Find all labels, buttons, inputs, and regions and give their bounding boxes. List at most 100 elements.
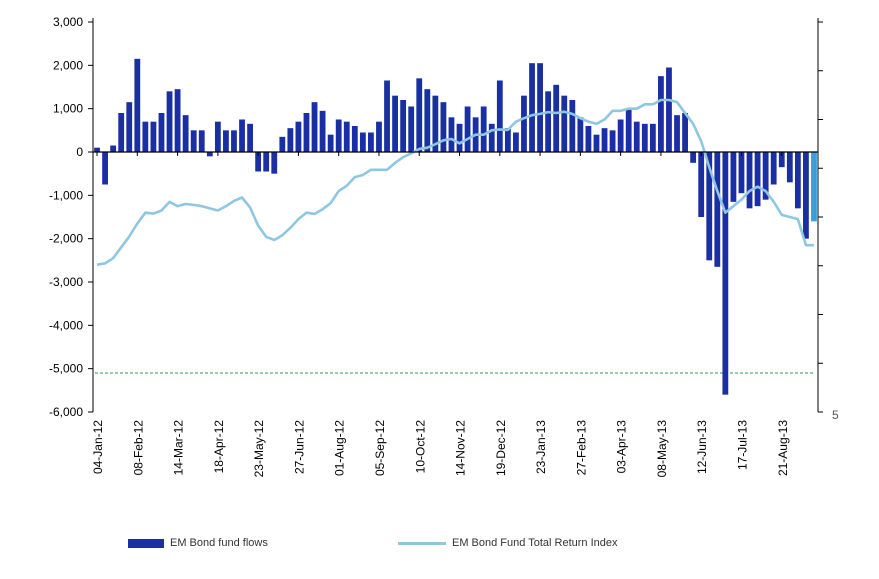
x-tick-label: 23-May-12 (252, 420, 266, 478)
flow-bar (577, 117, 584, 152)
flow-bar (247, 123, 253, 152)
flow-bar (811, 152, 817, 222)
flow-bar (641, 123, 648, 152)
x-tick-label: 08-Feb-12 (131, 420, 145, 476)
flow-bar (601, 128, 608, 152)
flow-bar (617, 119, 624, 152)
x-tick-label: 14-Mar-12 (172, 420, 186, 476)
legend-index-swatch (398, 541, 446, 545)
flow-bar (214, 121, 221, 152)
flow-bar (593, 134, 600, 152)
x-tick-label: 03-Apr-13 (615, 420, 629, 474)
flow-bar (585, 126, 592, 152)
x-tick-label: 10-Oct-12 (413, 420, 427, 474)
y-tick-label: -6,000 (49, 405, 83, 419)
flow-bar (279, 136, 286, 152)
flow-bar (690, 152, 697, 163)
flow-bar (303, 113, 310, 152)
flow-bar (327, 134, 334, 152)
y-tick-label: -5,000 (49, 362, 83, 376)
x-tick-label: 08-May-13 (655, 420, 669, 478)
flow-bar (488, 123, 495, 152)
flow-bar (464, 106, 471, 152)
flow-bar (110, 145, 117, 152)
flow-bar (496, 80, 503, 152)
flow-bar (537, 63, 543, 152)
x-tick-label: 27-Jun-12 (292, 420, 306, 474)
flow-bar (392, 95, 398, 152)
flow-bar (190, 130, 197, 152)
flow-bar (239, 119, 245, 152)
flow-bar (730, 152, 737, 202)
flow-bar (746, 152, 753, 209)
y-tick-label: -3,000 (49, 275, 83, 289)
x-tick-label: 14-Nov-12 (454, 420, 468, 476)
flow-bar (513, 132, 519, 152)
legend-index: EM Bond Fund Total Return Index (398, 533, 618, 553)
flow-bar (368, 132, 374, 152)
flow-bar (714, 152, 721, 267)
flow-bar (754, 152, 761, 207)
flow-bar (311, 102, 318, 152)
flow-bar (416, 78, 423, 152)
flow-bar (658, 76, 664, 152)
flow-bar (351, 126, 358, 152)
flow-bar (698, 152, 705, 217)
flow-bar (786, 152, 793, 183)
flow-bar (770, 152, 777, 185)
flow-bar (666, 67, 672, 152)
y-tick-label: 1,000 (53, 102, 83, 116)
flow-bar (408, 106, 415, 152)
flow-bar (504, 128, 511, 152)
flow-bar (223, 130, 229, 152)
flow-bar (448, 117, 455, 152)
y-tick-label: -2,000 (49, 232, 83, 246)
x-tick-label: 19-Dec-12 (494, 420, 508, 476)
flow-bar (102, 152, 108, 185)
flow-bar (682, 113, 688, 152)
flow-bar (633, 121, 640, 152)
flow-bar (440, 102, 447, 152)
flow-bar (271, 152, 278, 174)
flow-bar (561, 95, 568, 152)
y-tick-labels: 3,000 2,000 1,000 0 -1,000 -2,000 -3,000 -4,000… (49, 15, 83, 419)
legend-flows-label: EM Bond fund flows (170, 537, 268, 549)
flow-bar (609, 130, 616, 152)
right-axis-label: 5 (832, 408, 839, 422)
x-tick-label: 21-Aug-13 (776, 420, 790, 476)
flow-bar (553, 84, 560, 152)
flow-bar (126, 102, 133, 152)
x-tick-label: 18-Apr-12 (212, 420, 226, 474)
flow-bar (198, 130, 205, 152)
flow-bar (706, 152, 713, 261)
x-tick-label: 04-Jan-12 (91, 420, 105, 474)
flow-bar (432, 95, 439, 152)
y-tick-label: 3,000 (53, 15, 83, 29)
x-tick-label: 05-Sep-12 (373, 420, 387, 476)
flow-bar (263, 152, 270, 172)
flow-bar (94, 147, 100, 152)
flow-bar (722, 152, 729, 395)
flow-bar (359, 132, 366, 152)
flow-bar (174, 89, 181, 152)
flow-bar (625, 108, 632, 152)
legend-flows-swatch (128, 538, 164, 548)
flow-bar (649, 123, 656, 152)
flow-bar (778, 152, 785, 168)
flow-bar (166, 91, 173, 152)
flow-bars (94, 58, 817, 395)
flow-bar (803, 152, 809, 239)
index-line-layer (96, 98, 814, 266)
y-tick-label: 0 (76, 145, 83, 159)
flow-bar (738, 152, 745, 194)
flow-bar (295, 121, 302, 152)
x-tick-label: 17-Jul-13 (735, 420, 749, 470)
total-return-index-line (96, 98, 814, 266)
flow-bar (674, 115, 680, 152)
flow-bar (456, 123, 463, 152)
flow-bar (424, 89, 431, 152)
flow-bar (182, 115, 189, 152)
flow-bar (118, 113, 125, 152)
flow-bar (384, 80, 390, 152)
